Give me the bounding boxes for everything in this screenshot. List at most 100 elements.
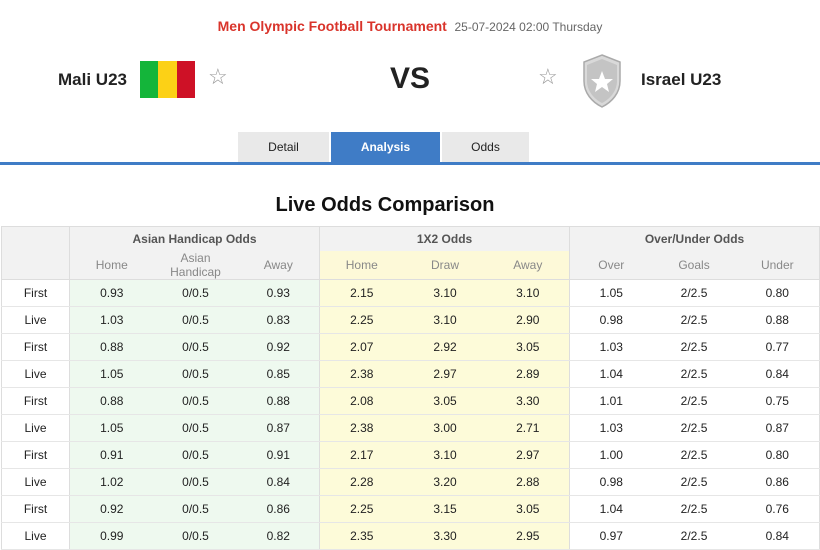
- cell-ah-home: 0.92: [69, 495, 154, 523]
- col-ou-goals: Goals: [652, 251, 736, 280]
- cell-ah-handicap: 0/0.5: [153, 360, 238, 388]
- cell-ou-goals: 2/2.5: [652, 306, 736, 334]
- mali-flag-icon: [140, 61, 195, 98]
- col-ah-home: Home: [69, 251, 154, 280]
- cell-ou-over: 1.04: [569, 495, 653, 523]
- cell-x12-away: 2.71: [486, 414, 570, 442]
- cell-x12-home: 2.35: [319, 522, 404, 550]
- away-team-name[interactable]: Israel U23: [641, 70, 722, 89]
- flag-stripe-red: [176, 61, 195, 98]
- cell-ou-over: 1.03: [569, 333, 653, 361]
- cell-ou-goals: 2/2.5: [652, 522, 736, 550]
- cell-row-label: Live: [1, 414, 70, 442]
- cell-x12-draw: 2.97: [403, 360, 487, 388]
- col-ah-handicap: Asian Handicap: [153, 251, 238, 280]
- cell-ou-over: 1.00: [569, 441, 653, 469]
- table-row[interactable]: Live 1.05 0/0.5 0.87 2.38 3.00 2.71 1.03 2/2.5 0.…: [1, 414, 820, 442]
- tab-detail[interactable]: Detail: [238, 132, 329, 163]
- cell-x12-home: 2.28: [319, 468, 404, 496]
- cell-ah-handicap: 0/0.5: [153, 441, 238, 469]
- col-1x2-home: Home: [319, 251, 404, 280]
- cell-ou-goals: 2/2.5: [652, 414, 736, 442]
- table-row[interactable]: First 0.93 0/0.5 0.93 2.15 3.10 3.10 1.05 2/2.5 0…: [1, 279, 820, 307]
- cell-row-label: First: [1, 333, 70, 361]
- cell-row-label: Live: [1, 522, 70, 550]
- cell-x12-draw: 3.15: [403, 495, 487, 523]
- table-row[interactable]: First 0.88 0/0.5 0.88 2.08 3.05 3.30 1.01 2/2.5 0…: [1, 387, 820, 415]
- cell-ou-under: 0.77: [735, 333, 820, 361]
- table-row[interactable]: First 0.92 0/0.5 0.86 2.25 3.15 3.05 1.04 2/2.5 0…: [1, 495, 820, 523]
- cell-x12-draw: 3.30: [403, 522, 487, 550]
- cell-x12-away: 3.30: [486, 387, 570, 415]
- cell-x12-away: 2.95: [486, 522, 570, 550]
- cell-ou-over: 1.05: [569, 279, 653, 307]
- cell-ah-home: 1.02: [69, 468, 154, 496]
- cell-row-label: First: [1, 279, 70, 307]
- table-row[interactable]: Live 1.02 0/0.5 0.84 2.28 3.20 2.88 0.98 2/2.5 0.…: [1, 468, 820, 496]
- sub-header-row: Home Asian Handicap Away Home Draw Away …: [1, 251, 820, 280]
- home-team-name[interactable]: Mali U23: [58, 70, 127, 89]
- cell-ou-goals: 2/2.5: [652, 360, 736, 388]
- cell-x12-away: 2.88: [486, 468, 570, 496]
- cell-ou-over: 1.01: [569, 387, 653, 415]
- cell-ah-away: 0.93: [237, 279, 320, 307]
- tournament-name[interactable]: Men Olympic Football Tournament: [217, 18, 447, 34]
- tab-analysis[interactable]: Analysis: [331, 132, 440, 163]
- cell-row-label: Live: [1, 306, 70, 334]
- odds-comparison-table: Asian Handicap Odds 1X2 Odds Over/Under …: [1, 226, 820, 550]
- cell-ou-under: 0.87: [735, 414, 820, 442]
- vs-label: VS: [389, 62, 431, 95]
- corner-cell-sub: [1, 251, 70, 280]
- home-favorite-star-icon[interactable]: ☆: [208, 64, 228, 89]
- cell-ou-over: 0.98: [569, 468, 653, 496]
- col-ou-under: Under: [735, 251, 820, 280]
- table-row[interactable]: Live 1.03 0/0.5 0.83 2.25 3.10 2.90 0.98 2/2.5 0.…: [1, 306, 820, 334]
- tab-odds[interactable]: Odds: [442, 132, 529, 163]
- cell-ah-home: 0.88: [69, 333, 154, 361]
- cell-ou-goals: 2/2.5: [652, 279, 736, 307]
- col-1x2-away: Away: [486, 251, 570, 280]
- cell-ou-over: 0.97: [569, 522, 653, 550]
- cell-ah-away: 0.84: [237, 468, 320, 496]
- cell-ou-goals: 2/2.5: [652, 333, 736, 361]
- cell-ah-home: 0.99: [69, 522, 154, 550]
- table-row[interactable]: First 0.91 0/0.5 0.91 2.17 3.10 2.97 1.00 2/2.5 0…: [1, 441, 820, 469]
- cell-ou-under: 0.76: [735, 495, 820, 523]
- cell-ou-goals: 2/2.5: [652, 441, 736, 469]
- cell-x12-away: 3.05: [486, 495, 570, 523]
- cell-x12-draw: 3.10: [403, 279, 487, 307]
- cell-ah-home: 0.93: [69, 279, 154, 307]
- cell-row-label: Live: [1, 360, 70, 388]
- away-favorite-star-icon[interactable]: ☆: [538, 64, 558, 89]
- cell-ou-under: 0.88: [735, 306, 820, 334]
- col-1x2-draw: Draw: [403, 251, 487, 280]
- table-row[interactable]: Live 1.05 0/0.5 0.85 2.38 2.97 2.89 1.04 2/2.5 0.…: [1, 360, 820, 388]
- cell-ah-away: 0.85: [237, 360, 320, 388]
- cell-ah-away: 0.82: [237, 522, 320, 550]
- table-row[interactable]: First 0.88 0/0.5 0.92 2.07 2.92 3.05 1.03 2/2.5 0…: [1, 333, 820, 361]
- cell-ah-away: 0.88: [237, 387, 320, 415]
- cell-x12-draw: 3.20: [403, 468, 487, 496]
- cell-ah-away: 0.87: [237, 414, 320, 442]
- cell-x12-home: 2.08: [319, 387, 404, 415]
- cell-ah-handicap: 0/0.5: [153, 468, 238, 496]
- table-row[interactable]: Live 0.99 0/0.5 0.82 2.35 3.30 2.95 0.97 2/2.5 0.…: [1, 522, 820, 550]
- cell-ou-goals: 2/2.5: [652, 495, 736, 523]
- group-over-under: Over/Under Odds: [569, 226, 820, 251]
- cell-ou-under: 0.80: [735, 279, 820, 307]
- cell-x12-away: 3.10: [486, 279, 570, 307]
- group-asian-handicap: Asian Handicap Odds: [68, 226, 320, 251]
- cell-x12-away: 2.90: [486, 306, 570, 334]
- group-header-row: Asian Handicap Odds 1X2 Odds Over/Under …: [1, 226, 820, 251]
- cell-ah-away: 0.83: [237, 306, 320, 334]
- cell-x12-draw: 3.10: [403, 306, 487, 334]
- cell-x12-home: 2.38: [319, 414, 404, 442]
- cell-ah-handicap: 0/0.5: [153, 522, 238, 550]
- cell-ah-away: 0.86: [237, 495, 320, 523]
- flag-stripe-green: [140, 61, 159, 98]
- cell-x12-home: 2.25: [319, 306, 404, 334]
- cell-x12-draw: 2.92: [403, 333, 487, 361]
- cell-ou-goals: 2/2.5: [652, 387, 736, 415]
- cell-ah-home: 0.91: [69, 441, 154, 469]
- cell-ah-home: 1.05: [69, 414, 154, 442]
